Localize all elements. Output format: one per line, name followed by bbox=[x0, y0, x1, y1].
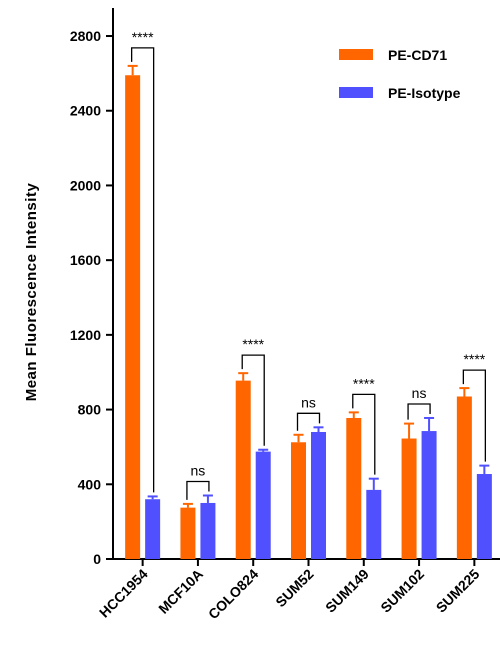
significance-bracket-sum52 bbox=[296, 412, 321, 431]
legend-label-pe-isotype: PE-Isotype bbox=[388, 85, 461, 101]
y-tick-label-1200: 1200 bbox=[70, 327, 101, 343]
significance-label-sum149: **** bbox=[353, 375, 375, 391]
significance-bracket-sum149 bbox=[352, 393, 376, 475]
bar-sum225-pe-isotype bbox=[476, 474, 492, 559]
significance-bracket-sum225 bbox=[462, 369, 487, 462]
y-tick-label-0: 0 bbox=[93, 551, 101, 567]
bar-colo824-pe-isotype bbox=[255, 451, 271, 559]
significance-label-sum102: ns bbox=[412, 385, 427, 401]
significance-label-mcf10a: ns bbox=[191, 462, 206, 478]
significance-label-sum52: ns bbox=[301, 394, 316, 410]
bar-sum52-pe-cd71 bbox=[291, 442, 306, 559]
y-tick-label-1600: 1600 bbox=[70, 252, 101, 268]
bar-sum102-pe-isotype bbox=[421, 431, 437, 559]
legend-label-pe-cd71: PE-CD71 bbox=[388, 47, 447, 63]
significance-bracket-sum102 bbox=[407, 403, 431, 420]
significance-bracket-mcf10a bbox=[186, 480, 210, 500]
bar-sum149-pe-cd71 bbox=[346, 417, 362, 559]
bar-sum52-pe-isotype bbox=[311, 431, 326, 559]
y-tick-label-800: 800 bbox=[78, 402, 102, 418]
bar-sum225-pe-cd71 bbox=[456, 396, 472, 559]
legend-swatch-pe-cd71 bbox=[339, 49, 373, 60]
x-tick-label-sum102: SUM102 bbox=[377, 566, 427, 616]
bar-mcf10a-pe-cd71 bbox=[180, 507, 196, 559]
x-tick-label-sum52: SUM52 bbox=[272, 566, 316, 610]
legend: PE-CD71 PE-Isotype bbox=[339, 47, 461, 101]
x-tick-label-hcc1954: HCC1954 bbox=[96, 566, 151, 621]
bar-sum102-pe-cd71 bbox=[401, 438, 417, 559]
significance-label-colo824: **** bbox=[242, 336, 264, 352]
significance-bracket-hcc1954 bbox=[130, 47, 155, 493]
y-axis-title: Mean Fluorescence Intensity bbox=[23, 183, 40, 402]
bar-colo824-pe-cd71 bbox=[235, 380, 251, 559]
significance-label-hcc1954: **** bbox=[132, 29, 154, 45]
x-tick-label-colo824: COLO824 bbox=[205, 566, 262, 623]
x-tick-label-mcf10a: MCF10A bbox=[155, 566, 206, 617]
y-tick-label-2400: 2400 bbox=[70, 103, 101, 119]
bar-hcc1954-pe-isotype bbox=[145, 499, 161, 559]
significance-bracket-colo824 bbox=[241, 354, 265, 446]
y-tick-label-2800: 2800 bbox=[70, 28, 101, 44]
y-tick-label-2000: 2000 bbox=[70, 177, 101, 193]
significance-label-sum225: **** bbox=[463, 351, 485, 367]
bar-mcf10a-pe-isotype bbox=[200, 502, 216, 559]
x-tick-label-sum225: SUM225 bbox=[433, 566, 483, 616]
bar-sum149-pe-isotype bbox=[366, 489, 382, 559]
bar-hcc1954-pe-cd71 bbox=[125, 75, 141, 560]
y-tick-label-400: 400 bbox=[78, 476, 102, 492]
legend-swatch-pe-isotype bbox=[339, 87, 373, 98]
x-tick-label-sum149: SUM149 bbox=[322, 566, 372, 616]
